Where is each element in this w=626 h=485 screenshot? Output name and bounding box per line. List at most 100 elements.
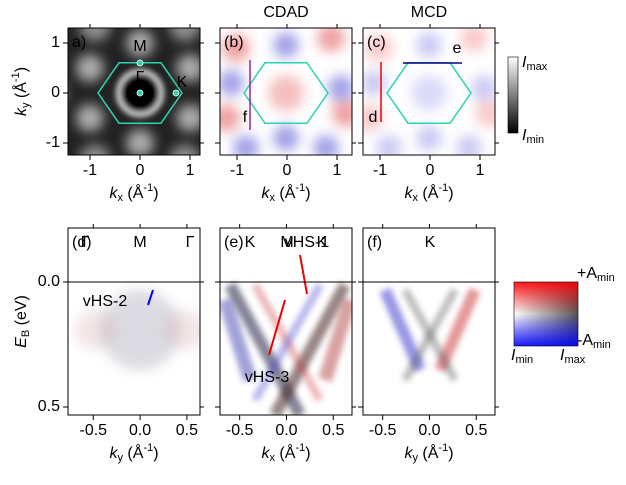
x-tick-label: 0.0 (418, 422, 440, 439)
annotation: Γ (81, 234, 90, 251)
colorbar-label: Imin (522, 127, 544, 146)
annotation: K (177, 74, 188, 91)
panel-title: CDAD (263, 4, 308, 21)
label-part: -A (577, 332, 593, 349)
x-tick-label: 0 (283, 162, 292, 179)
x-tick-label: -1 (83, 162, 97, 179)
intensity-feature (169, 9, 201, 41)
label-part: (Å (275, 183, 296, 202)
label-part: -1 (143, 442, 153, 454)
x-tick-label: 0 (426, 162, 435, 179)
annotation: d (369, 109, 378, 126)
x-tick-label: -0.5 (79, 422, 107, 439)
high-symmetry-point (137, 90, 143, 96)
label-part: ) (153, 185, 158, 202)
label-part: ) (13, 67, 30, 72)
intensity-feature (313, 135, 339, 161)
label-part: (Å (418, 443, 439, 462)
label-part: B (20, 330, 32, 337)
label-part: -1 (295, 442, 305, 454)
x-tick-label: 0.5 (176, 422, 198, 439)
x-tick-label: -0.5 (226, 422, 254, 439)
x-axis-label: kx (Å-1) (261, 442, 310, 464)
annotation: Γ (136, 69, 145, 86)
x-tick-label: 0.5 (465, 422, 487, 439)
x-tick-label: 1 (476, 162, 485, 179)
heatmap (68, 228, 205, 415)
figure: a)-101kx (Å-1)-101ky (Å-1)MΓK(b)CDAD-101… (0, 0, 626, 485)
panel-label: (b) (224, 34, 244, 51)
label-part: ) (448, 185, 453, 202)
intensity-feature (75, 310, 115, 350)
intensity-feature (126, 129, 154, 157)
y-tick-label: -1 (46, 134, 60, 151)
intensity-feature (273, 32, 299, 58)
y-axis-label: ky (Å-1) (10, 67, 32, 116)
intensity-feature (475, 99, 503, 127)
x-tick-label: -1 (373, 162, 387, 179)
label-part: ) (305, 185, 310, 202)
label-part: min (593, 339, 611, 351)
panel-label: (f) (367, 234, 382, 251)
label-part: +A (577, 265, 597, 282)
annotation: Γ (186, 234, 195, 251)
colorbar-label: -Amin (577, 332, 611, 351)
intensity-feature (212, 104, 240, 132)
label-part: (eV) (13, 295, 30, 330)
annotation: vHS-1 (285, 234, 330, 251)
colorbar-label: Imin (511, 347, 533, 366)
label-part: -1 (10, 72, 22, 82)
y-tick-label: 0.5 (38, 398, 60, 415)
label-part: -1 (295, 182, 305, 194)
x-tick-label: 0.0 (129, 422, 151, 439)
label-part: ) (448, 445, 453, 462)
label-part: min (597, 272, 615, 284)
intensity-feature (76, 54, 104, 82)
label-part: (Å (123, 443, 144, 462)
x-tick-label: -1 (230, 162, 244, 179)
x-axis-label: kx (Å-1) (404, 182, 453, 204)
intensity-feature (165, 310, 205, 350)
high-symmetry-point (137, 60, 143, 66)
intensity-feature (332, 99, 360, 127)
y-tick-label: 0 (51, 84, 60, 101)
x-tick-label: 1 (186, 162, 195, 179)
label-part: min (526, 134, 544, 146)
x-tick-label: 0.0 (275, 422, 297, 439)
intensity-feature (268, 75, 304, 111)
panel-label: (e) (224, 234, 244, 251)
x-tick-label: 1 (333, 162, 342, 179)
y-axis-label: EB (eV) (13, 295, 32, 348)
intensity-feature (456, 135, 482, 161)
intensity-feature (76, 104, 104, 132)
label-part: ) (153, 445, 158, 462)
intensity-feature (416, 32, 442, 58)
annotation: e (453, 40, 462, 57)
label-part: (Å (123, 183, 144, 202)
annotation: M (133, 234, 146, 251)
label-part: ) (305, 445, 310, 462)
x-axis-label: kx (Å-1) (109, 182, 158, 204)
colorbar (508, 57, 518, 133)
intensity-feature (361, 70, 387, 96)
x-axis-label: ky (Å-1) (404, 442, 453, 464)
x-axis-label: ky (Å-1) (109, 442, 158, 464)
panel-title: MCD (411, 4, 447, 21)
label-part: min (515, 354, 533, 366)
intensity-feature (328, 75, 354, 101)
intensity-feature (34, 77, 66, 109)
heatmap-bg (363, 228, 495, 415)
panel-label: a) (72, 34, 86, 51)
label-part: (Å (11, 82, 30, 103)
heatmap (363, 228, 495, 415)
x-tick-label: 0 (136, 162, 145, 179)
label-part: -1 (438, 182, 448, 194)
colorbar-label: +Amin (577, 265, 615, 284)
annotation: M (133, 38, 146, 55)
intensity-feature (411, 75, 447, 111)
label-part: max (564, 354, 585, 366)
intensity-feature (471, 75, 497, 101)
annotation: f (243, 109, 248, 126)
label-part: -1 (438, 442, 448, 454)
annotation: K (245, 234, 256, 251)
